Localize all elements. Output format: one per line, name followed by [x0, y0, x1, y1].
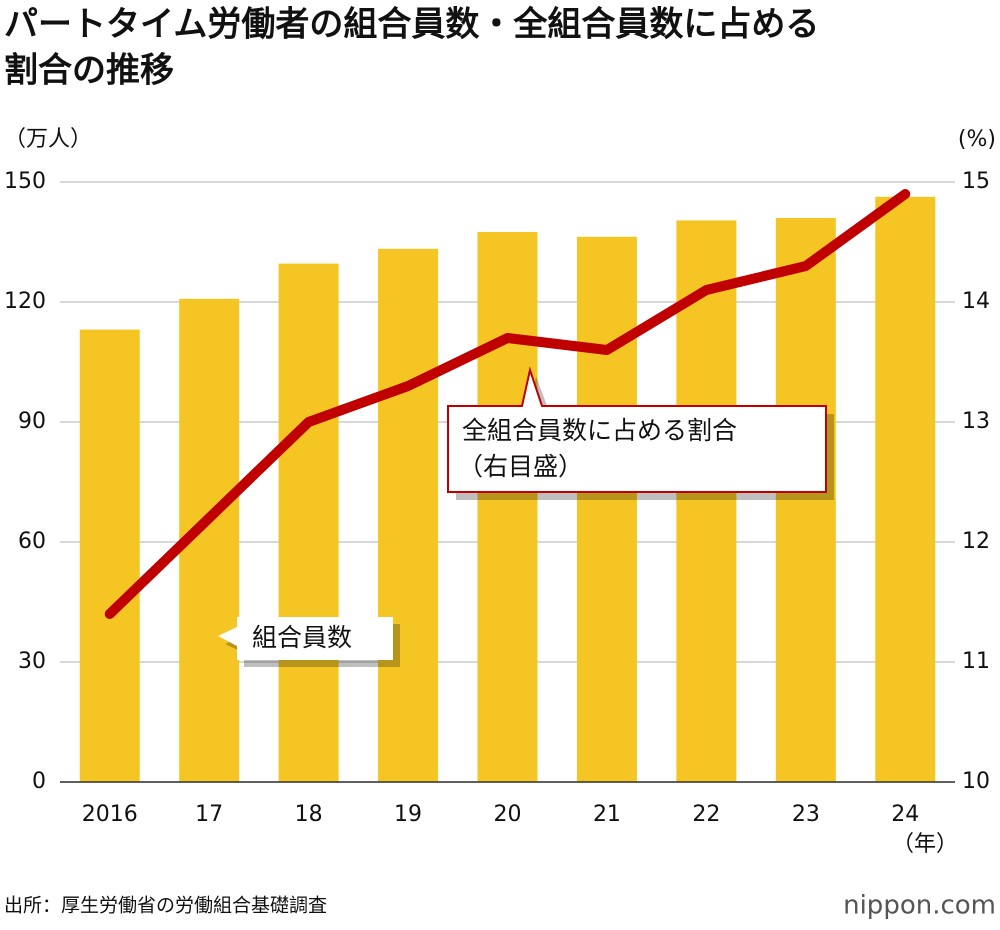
- annotation: 全組合員数に占める割合: [462, 416, 737, 445]
- x-tick-label: 21: [593, 802, 621, 827]
- x-tick-label: 24: [891, 802, 919, 827]
- x-tick-label: 20: [494, 802, 522, 827]
- bar: [278, 263, 339, 783]
- line: [104, 189, 911, 619]
- x-tick-label: 22: [692, 802, 720, 827]
- bar: [676, 220, 737, 782]
- y2-axis-label: (%): [958, 127, 996, 152]
- y-tick-label: 0: [32, 769, 46, 794]
- bar: [775, 218, 836, 782]
- annotations: 全組合員数に占める割合 （右目盛） 組合員数: [218, 366, 834, 667]
- y-tick-label: 90: [18, 409, 46, 434]
- y2-tick-label: 15: [962, 169, 990, 194]
- callout-box: [218, 617, 393, 660]
- source: 出所：厚生労働省の労働組合基礎調査: [4, 895, 327, 917]
- bar: [576, 236, 637, 783]
- legend-label: 組合員数: [252, 623, 352, 652]
- x-tick-label: 18: [295, 802, 323, 827]
- x-tick-label: 23: [792, 802, 820, 827]
- callout-box: [447, 366, 827, 493]
- y2-tick-label: 13: [962, 409, 990, 434]
- x-tick-label: 2016: [82, 802, 138, 827]
- y2-tick-label: 10: [962, 769, 990, 794]
- y-tick-label: 30: [18, 649, 46, 674]
- y-tick-label: 150: [4, 169, 46, 194]
- x-tick-label: 19: [394, 802, 422, 827]
- bar: [378, 248, 439, 783]
- x-axis-unit: （年）: [892, 832, 958, 857]
- y-tick-label: 60: [18, 529, 46, 554]
- chart-title: パートタイム労働者の組合員数・全組合員数に占める: [4, 5, 819, 45]
- y-tick-label: 120: [4, 289, 46, 314]
- logo: nippon.com: [843, 891, 996, 921]
- x-tick-label: 17: [195, 802, 223, 827]
- annotation: （右目盛）: [458, 452, 583, 481]
- plot-area: 0 30 60 90 120 150 10 11 12 13 14 15 2016 17 18 19 20 21 2…: [4, 169, 990, 827]
- bar: [477, 232, 538, 782]
- y2-tick-label: 14: [962, 289, 990, 314]
- y-axis-label: （万人）: [4, 127, 92, 152]
- y2-tick-label: 11: [962, 649, 990, 674]
- chart-title: 割合の推移: [4, 51, 174, 91]
- bar: [875, 196, 936, 783]
- bar: [79, 329, 140, 782]
- y2-tick-label: 12: [962, 529, 990, 554]
